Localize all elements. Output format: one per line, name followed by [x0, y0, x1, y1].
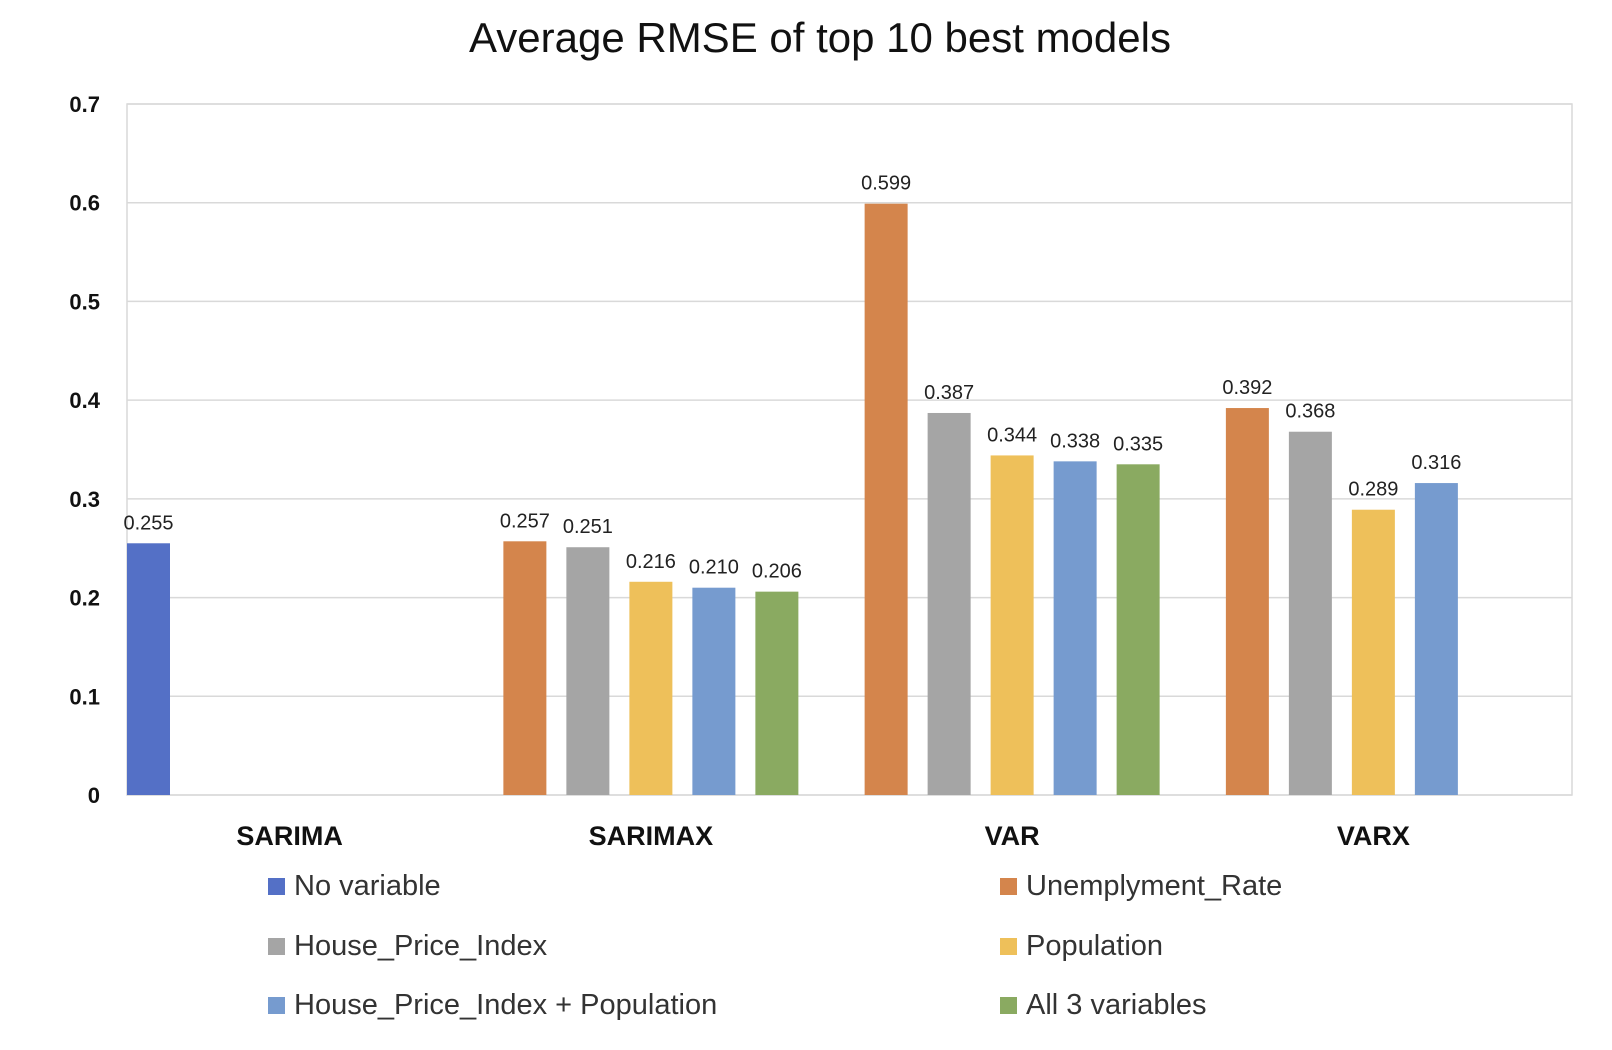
x-category-label: SARIMAX [589, 821, 714, 851]
bar [1288, 431, 1332, 795]
data-label: 0.344 [987, 424, 1037, 446]
y-tick-label: 0.1 [69, 684, 100, 709]
bar [566, 547, 610, 795]
y-tick-label: 0 [88, 783, 100, 808]
data-label: 0.338 [1050, 430, 1100, 452]
data-label: 0.335 [1113, 433, 1163, 455]
y-tick-label: 0.4 [69, 388, 100, 413]
bar [927, 412, 971, 795]
x-category-label: VAR [985, 821, 1040, 851]
data-label: 0.392 [1222, 377, 1272, 399]
bar [1116, 464, 1160, 795]
bar [1351, 509, 1395, 795]
y-tick-label: 0.6 [69, 191, 100, 216]
data-label: 0.599 [861, 173, 911, 195]
data-label: 0.251 [563, 516, 613, 538]
chart-title: Average RMSE of top 10 best models [469, 14, 1171, 61]
data-label: 0.216 [626, 551, 676, 573]
data-label: 0.255 [123, 512, 173, 534]
bar [864, 203, 908, 796]
data-label: 0.210 [689, 557, 739, 579]
data-label: 0.289 [1348, 479, 1398, 501]
data-label: 0.316 [1411, 452, 1461, 474]
x-axis-categories: SARIMA SARIMAX VAR VARX [236, 821, 1410, 851]
y-axis-ticks: 0 0.1 0.2 0.3 0.4 0.5 0.6 0.7 [69, 92, 100, 808]
x-category-label: VARX [1337, 821, 1410, 851]
data-labels: 0.255 0.257 0.251 0.216 0.210 0.206 0.599 0.387… [123, 173, 1461, 583]
bar [1225, 408, 1269, 795]
bar [990, 455, 1034, 795]
y-tick-label: 0.3 [69, 487, 100, 512]
bar [127, 543, 170, 795]
y-tick-label: 0.2 [69, 586, 100, 611]
data-label: 0.387 [924, 382, 974, 404]
y-tick-label: 0.7 [69, 92, 100, 117]
bar [692, 587, 736, 795]
bar [755, 591, 799, 795]
data-label: 0.206 [752, 561, 802, 583]
bars [127, 203, 1458, 796]
y-tick-label: 0.5 [69, 289, 100, 314]
x-category-label: SARIMA [236, 821, 343, 851]
bar [1414, 483, 1458, 795]
data-label: 0.368 [1285, 401, 1335, 423]
data-label: 0.257 [500, 510, 550, 532]
bar [629, 581, 673, 795]
bar [1053, 461, 1097, 795]
bar [503, 541, 547, 795]
